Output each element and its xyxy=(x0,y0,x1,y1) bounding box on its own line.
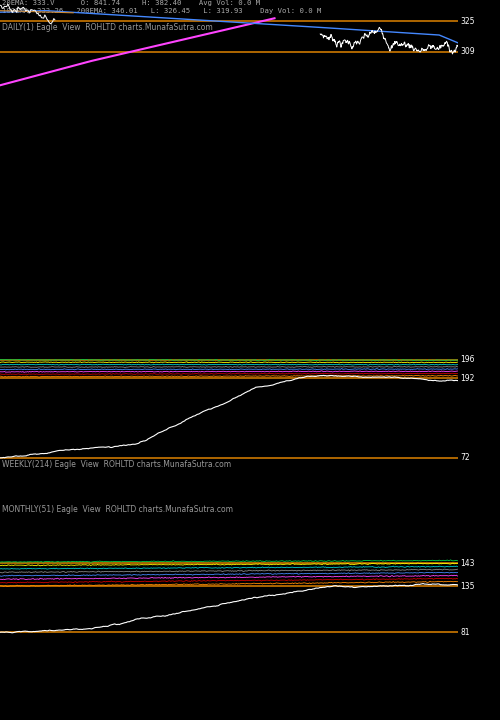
Text: 196: 196 xyxy=(460,356,474,364)
Text: WEEKLY(214) Eagle  View  ROHLTD charts.MunafaSutra.com: WEEKLY(214) Eagle View ROHLTD charts.Mun… xyxy=(2,460,231,469)
Text: 143: 143 xyxy=(460,559,474,567)
Text: 20EMA: 333.V      O: 841.74     H: 382.40    Avg Vol: 0.0 M: 20EMA: 333.V O: 841.74 H: 382.40 Avg Vol… xyxy=(2,0,260,6)
Text: 325: 325 xyxy=(460,17,474,26)
Text: MONTHLY(51) Eagle  View  ROHLTD charts.MunafaSutra.com: MONTHLY(51) Eagle View ROHLTD charts.Mun… xyxy=(2,505,233,514)
Text: 309: 309 xyxy=(460,48,475,56)
Text: 100EMA: 333.26   200EMA: 346.01   L: 326.45   L: 319.93    Day Vol: 0.0 M: 100EMA: 333.26 200EMA: 346.01 L: 326.45 … xyxy=(2,8,321,14)
Text: DAILY(1) Eagle  View  ROHLTD charts.MunafaSutra.com: DAILY(1) Eagle View ROHLTD charts.Munafa… xyxy=(2,23,212,32)
Text: 81: 81 xyxy=(460,628,469,636)
Text: 135: 135 xyxy=(460,582,474,590)
Text: 72: 72 xyxy=(460,454,470,462)
Text: 192: 192 xyxy=(460,374,474,383)
